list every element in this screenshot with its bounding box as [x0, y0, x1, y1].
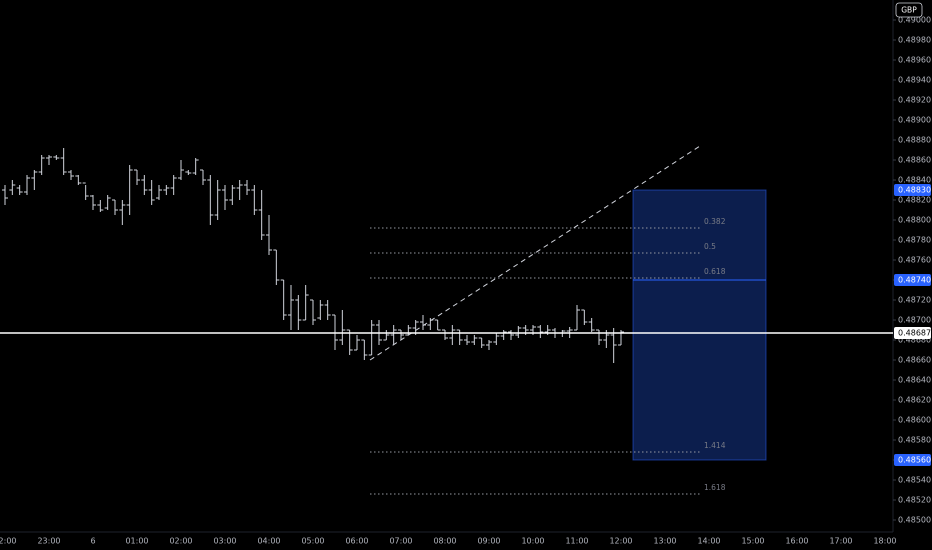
y-tick-label: 0.48700 — [898, 316, 931, 325]
x-tick-label: 06:00 — [345, 537, 368, 546]
price-tag — [894, 274, 931, 286]
y-tick-label: 0.49000 — [898, 16, 931, 25]
y-tick-label: 0.48620 — [898, 396, 931, 405]
fib-label: 0.382 — [704, 217, 726, 226]
price-tag — [894, 184, 931, 196]
x-tick-label: 03:00 — [213, 537, 236, 546]
y-tick-label: 0.48600 — [898, 416, 931, 425]
y-tick-label: 0.48720 — [898, 296, 931, 305]
range-box-layer — [632, 189, 767, 461]
fib-label: 0.618 — [704, 267, 726, 276]
x-tick-label: 18:00 — [873, 537, 896, 546]
x-tick-label: 22:00 — [0, 537, 17, 546]
price-tag — [894, 327, 931, 339]
x-tick-label: 6 — [90, 537, 95, 546]
currency-button-frame[interactable] — [895, 2, 923, 18]
x-tick-label: 08:00 — [433, 537, 456, 546]
y-tick-label: 0.48940 — [898, 76, 931, 85]
price-tag-label: 0.48687 — [898, 329, 931, 338]
currency-label[interactable]: GBP — [901, 6, 917, 15]
fib-label: 1.414 — [704, 441, 726, 450]
x-tick-label: 04:00 — [257, 537, 280, 546]
price-tag-label: 0.48560 — [898, 456, 931, 465]
x-tick-label: 15:00 — [741, 537, 764, 546]
x-tick-label: 09:00 — [477, 537, 500, 546]
x-tick-label: 16:00 — [785, 537, 808, 546]
x-tick-label: 23:00 — [37, 537, 60, 546]
y-tick-label: 0.48820 — [898, 196, 931, 205]
x-tick-label: 11:00 — [565, 537, 588, 546]
y-tick-label: 0.48520 — [898, 496, 931, 505]
y-tick-label: 0.48900 — [898, 116, 931, 125]
x-tick-label: 17:00 — [829, 537, 852, 546]
x-tick-label: 05:00 — [301, 537, 324, 546]
x-tick-label: 14:00 — [697, 537, 720, 546]
currency-button[interactable]: GBP — [895, 2, 923, 18]
y-tick-label: 0.48680 — [898, 336, 931, 345]
axis-layer: 0.48500 0.48520 0.48540 0.48560 0.48580 0.486… — [0, 16, 931, 546]
y-tick-label: 0.48660 — [898, 356, 931, 365]
x-tick-label: 10:00 — [521, 537, 544, 546]
x-tick-label: 07:00 — [389, 537, 412, 546]
y-tick-label: 0.48780 — [898, 236, 931, 245]
x-tick-label: 13:00 — [653, 537, 676, 546]
y-tick-label: 0.48880 — [898, 136, 931, 145]
price-tag-label: 0.48740 — [898, 276, 931, 285]
y-tick-label: 0.48580 — [898, 436, 931, 445]
fib-label: 1.618 — [704, 483, 726, 492]
y-tick-label: 0.48840 — [898, 176, 931, 185]
y-tick-label: 0.48800 — [898, 216, 931, 225]
y-tick-label: 0.48980 — [898, 36, 931, 45]
fib-label: 0.5 — [704, 242, 716, 251]
price-tag-label: 0.48830 — [898, 186, 931, 195]
x-tick-label: 02:00 — [169, 537, 192, 546]
x-tick-label: 01:00 — [125, 537, 148, 546]
price-tag — [894, 454, 931, 466]
y-tick-label: 0.48760 — [898, 256, 931, 265]
y-tick-label: 0.48500 — [898, 516, 931, 525]
y-tick-label: 0.48540 — [898, 476, 931, 485]
range-box — [632, 189, 767, 461]
y-tick-label: 0.48920 — [898, 96, 931, 105]
y-tick-label: 0.48640 — [898, 376, 931, 385]
y-tick-label: 0.48860 — [898, 156, 931, 165]
y-tick-label: 0.48960 — [898, 56, 931, 65]
trend-line — [369, 145, 701, 361]
x-tick-label: 12:00 — [609, 537, 632, 546]
drawing-layer: 0.382 0.5 0.618 1.414 1.618 — [369, 145, 726, 495]
bars-layer — [0, 148, 893, 363]
